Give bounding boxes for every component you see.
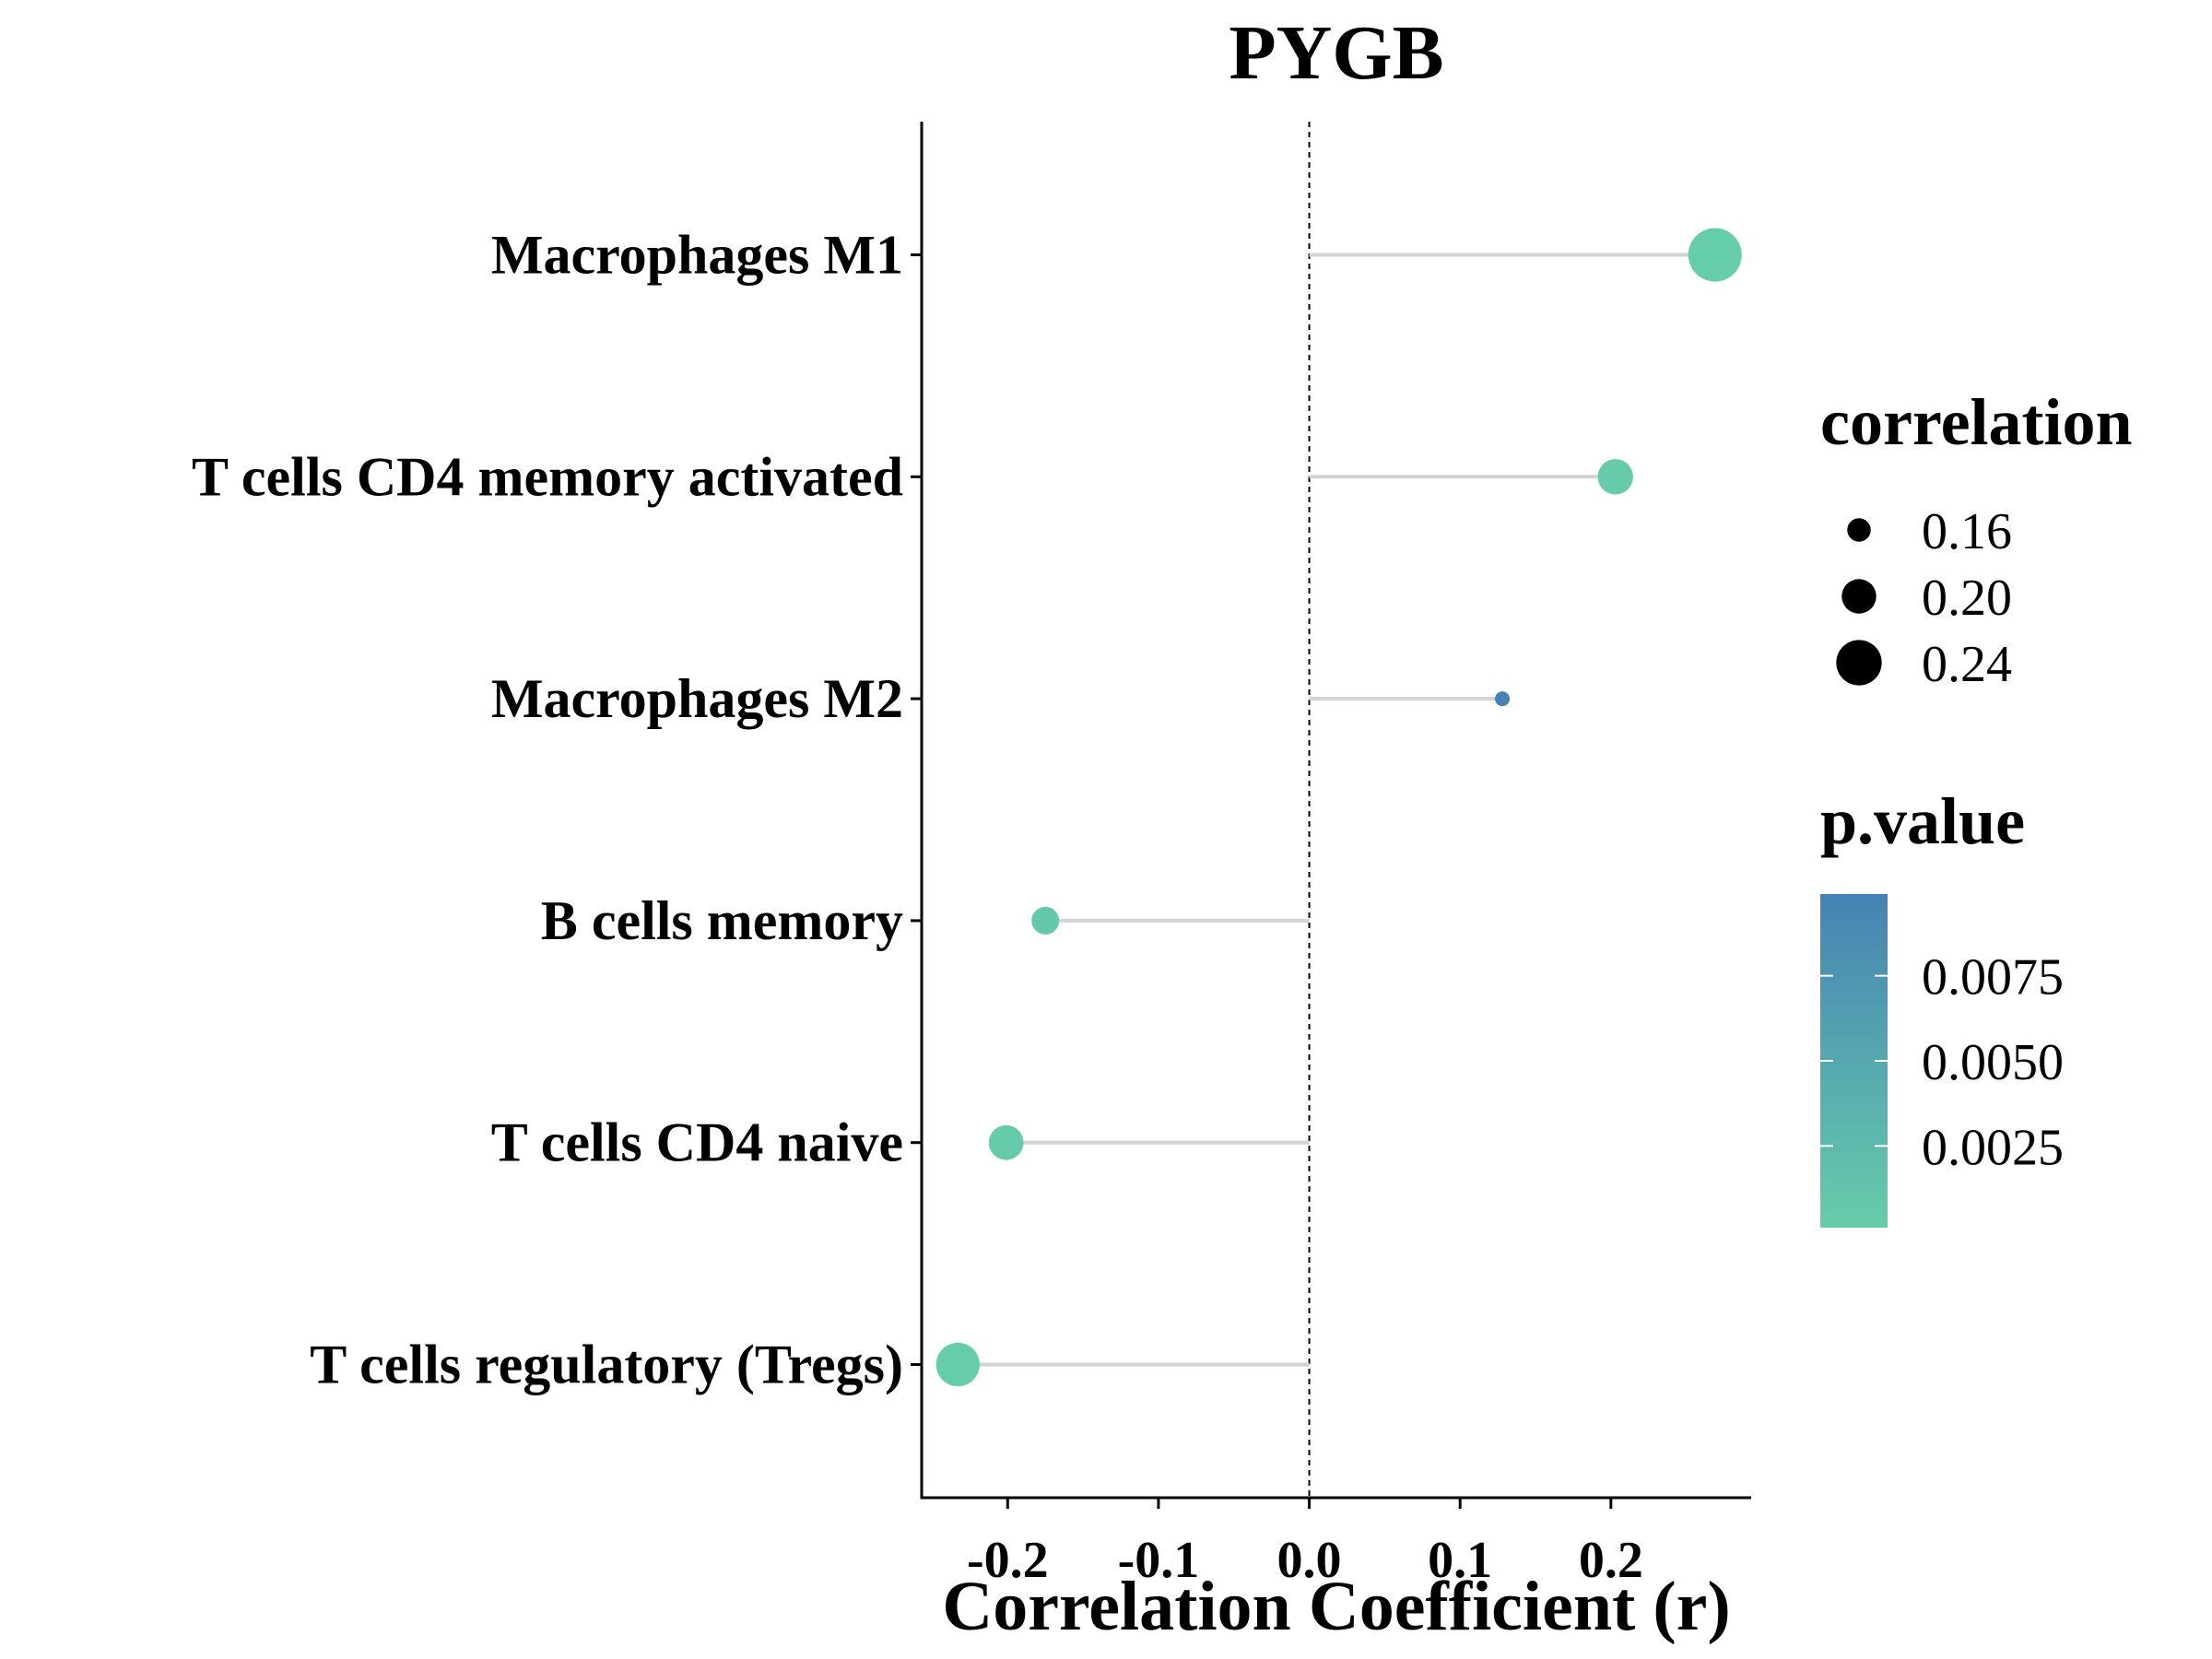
y-tick-label: T cells CD4 naive xyxy=(491,1112,903,1173)
x-tick-label: 0.0 xyxy=(1277,1532,1342,1589)
size-legend-title: correlation xyxy=(1820,385,2133,459)
size-legend-key xyxy=(1847,518,1871,542)
x-tick-label: -0.1 xyxy=(1118,1532,1200,1589)
color-legend: p.value 0.0075 0.0050 0.0025 xyxy=(1820,784,2064,1228)
size-legend-key xyxy=(1836,640,1882,686)
x-tick-label: -0.2 xyxy=(967,1532,1049,1589)
y-tick-label: T cells CD4 memory activated xyxy=(192,446,903,507)
size-legend: correlation 0.16 0.20 0.24 xyxy=(1820,385,2133,693)
y-tick-label: T cells regulatory (Tregs) xyxy=(310,1335,903,1395)
y-tick-label: Macrophages M2 xyxy=(491,668,903,729)
data-point xyxy=(1688,228,1742,282)
data-point xyxy=(1031,906,1060,935)
plot-area: Macrophages M1 T cells CD4 memory activat… xyxy=(192,122,1751,1589)
data-point xyxy=(988,1124,1024,1160)
color-legend-title: p.value xyxy=(1820,784,2025,858)
size-legend-label: 0.16 xyxy=(1922,503,2012,560)
x-tick-label: 0.2 xyxy=(1579,1532,1643,1589)
y-tick-label: Macrophages M1 xyxy=(491,224,903,285)
color-legend-label: 0.0025 xyxy=(1922,1119,2064,1176)
y-tick-label: B cells memory xyxy=(541,890,903,951)
size-legend-label: 0.24 xyxy=(1922,636,2012,693)
x-axis-title: Correlation Coefficient (r) xyxy=(942,1568,1730,1645)
data-point xyxy=(1597,459,1633,495)
color-legend-label: 0.0075 xyxy=(1922,949,2064,1006)
data-point xyxy=(935,1342,980,1387)
x-tick-label: 0.1 xyxy=(1428,1532,1492,1589)
color-legend-label: 0.0050 xyxy=(1922,1034,2064,1091)
size-legend-label: 0.20 xyxy=(1922,570,2012,627)
chart-title: PYGB xyxy=(1229,10,1443,96)
size-legend-key xyxy=(1841,579,1877,614)
data-point xyxy=(1495,691,1510,707)
